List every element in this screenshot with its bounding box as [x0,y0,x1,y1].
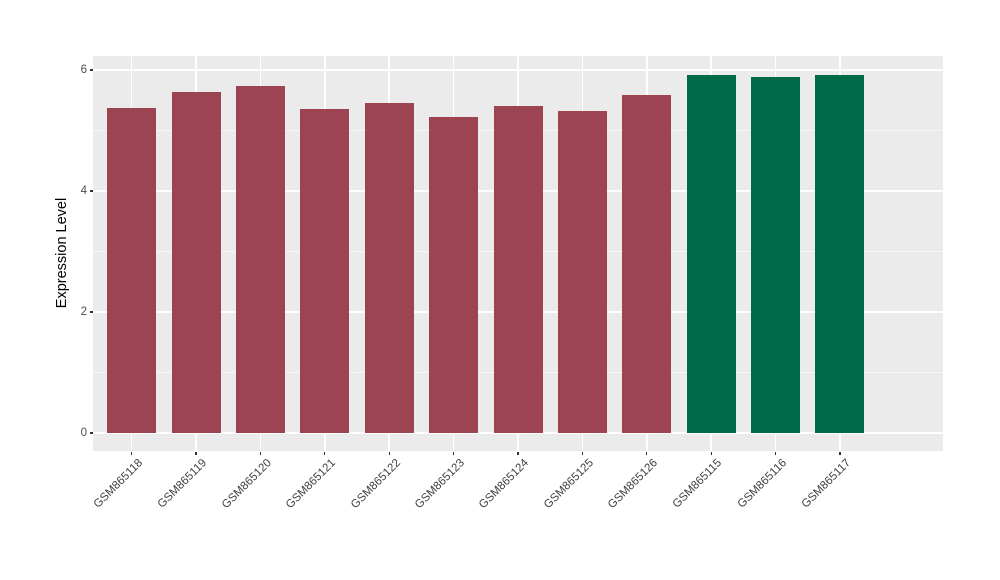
x-tick-GSM865117 [839,451,841,455]
x-tick-GSM865126 [646,451,648,455]
bar-GSM865123 [429,117,479,433]
bar-GSM865116 [751,76,801,433]
y-tick-label-0: 0 [80,426,87,439]
bar-GSM865117 [815,74,865,433]
bar-GSM865124 [493,105,543,433]
x-tick-label-GSM865123: GSM865123 [412,457,468,512]
x-tick-GSM865116 [775,451,777,455]
x-tick-GSM865118 [131,451,133,455]
bar-GSM865126 [622,95,672,433]
x-tick-label-GSM865125: GSM865125 [541,457,596,512]
bar-GSM865115 [686,75,736,433]
y-tick-label-2: 2 [80,305,87,318]
x-tick-GSM865123 [453,451,455,455]
x-tick-GSM865125 [581,451,583,455]
y-tick-label-4: 4 [80,184,87,197]
x-tick-GSM865119 [195,451,197,455]
x-tick-label-GSM865119: GSM865119 [155,457,210,511]
bar-GSM865118 [107,108,157,433]
bar-GSM865125 [557,111,607,433]
y-tick-6 [90,69,93,71]
x-tick-GSM865122 [388,451,390,455]
x-tick-label-GSM865116: GSM865116 [735,457,790,511]
bar-GSM865121 [300,108,350,433]
x-tick-label-GSM865122: GSM865122 [348,457,403,512]
x-tick-GSM865120 [259,451,261,455]
plot-panel [93,56,943,451]
x-tick-label-GSM865118: GSM865118 [91,457,146,511]
y-tick-label-6: 6 [80,63,87,76]
x-tick-GSM865121 [324,451,326,455]
y-tick-2 [90,311,93,313]
bar-GSM865120 [235,85,285,433]
x-tick-GSM865124 [517,451,519,455]
x-tick-label-GSM865120: GSM865120 [219,457,274,512]
x-tick-label-GSM865124: GSM865124 [477,457,532,512]
y-axis-title: Expression Level [54,197,70,309]
x-tick-GSM865115 [710,451,712,455]
y-tick-0 [90,432,93,434]
x-tick-label-GSM865121: GSM865121 [284,457,339,512]
bar-GSM865122 [364,103,414,433]
y-tick-4 [90,190,93,192]
x-tick-label-GSM865126: GSM865126 [606,457,661,512]
bar-GSM865119 [171,92,221,433]
x-tick-label-GSM865115: GSM865115 [671,457,725,511]
x-tick-label-GSM865117: GSM865117 [799,457,854,511]
